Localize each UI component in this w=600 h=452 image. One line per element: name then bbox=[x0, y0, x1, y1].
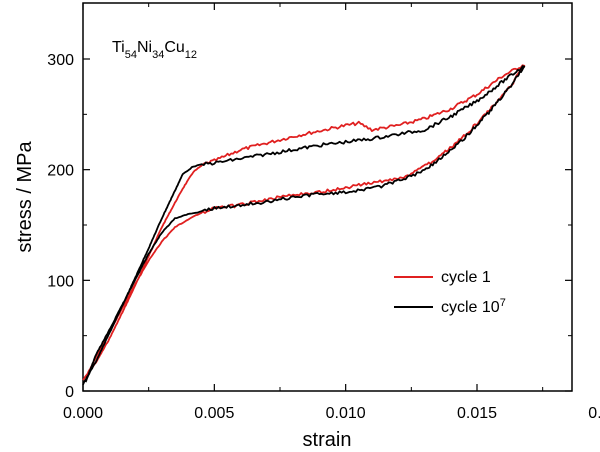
annotation-subscript: 12 bbox=[185, 49, 197, 61]
legend-label-cycle-10-7: cycle 107 bbox=[441, 297, 506, 316]
y-tick-label: 0 bbox=[65, 384, 74, 401]
annotation-subscript: 54 bbox=[125, 49, 137, 61]
plot-frame bbox=[82, 2, 573, 392]
annotation-element: Cu bbox=[164, 39, 184, 56]
y-axis-title: stress / MPa bbox=[14, 141, 36, 253]
y-tick-label: 100 bbox=[47, 273, 74, 290]
legend-label-superscript: 7 bbox=[500, 297, 506, 309]
x-tick-label: 0.015 bbox=[457, 405, 497, 422]
annotation-element: Ti bbox=[112, 39, 125, 56]
legend: cycle 1 cycle 107 bbox=[394, 269, 506, 316]
legend-label-base: cycle 1 bbox=[441, 269, 491, 286]
series-group bbox=[82, 64, 526, 386]
x-tick-label: 0.010 bbox=[326, 405, 366, 422]
series-line-cycle-10-7 bbox=[82, 65, 526, 386]
y-tick-label: 300 bbox=[47, 52, 74, 69]
annotation-subscript: 34 bbox=[152, 49, 164, 61]
x-tick-label: 0.000 bbox=[63, 405, 103, 422]
x-tick-label: 0.005 bbox=[194, 405, 234, 422]
annotation-element: Ni bbox=[137, 39, 152, 56]
y-tick-label: 200 bbox=[47, 163, 74, 180]
legend-label-cycle-1: cycle 1 bbox=[441, 269, 491, 286]
legend-label-base: cycle 10 bbox=[441, 299, 500, 316]
x-tick-label: 0.020 bbox=[588, 405, 600, 422]
x-axis-title: strain bbox=[303, 429, 352, 451]
axis-ticks: 0.000 0.005 0.010 0.015 0.020 0 100 200 300 bbox=[47, 3, 600, 422]
alloy-composition-annotation: Ti54Ni34Cu12 bbox=[112, 39, 197, 61]
series-line-cycle-1 bbox=[82, 64, 526, 381]
